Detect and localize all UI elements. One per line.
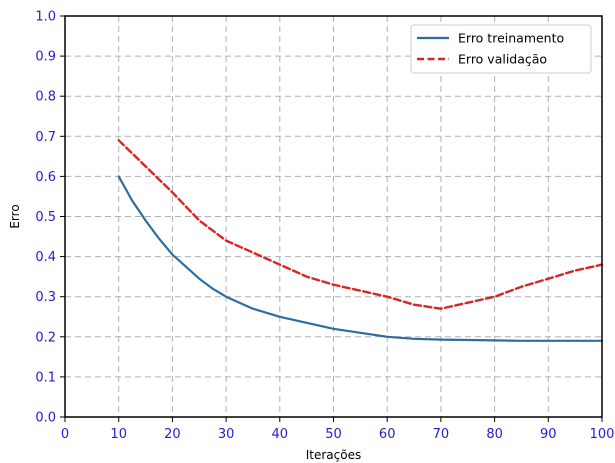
- y-tick-label: 0.2: [35, 330, 56, 345]
- y-tick-label: 1.0: [35, 10, 56, 25]
- x-tick-label: 50: [325, 427, 342, 442]
- x-tick-label: 80: [486, 427, 503, 442]
- x-tick-label: 30: [218, 427, 235, 442]
- legend: Erro treinamento Erro validação: [410, 24, 592, 74]
- y-tick-label: 0.1: [35, 370, 56, 385]
- x-axis-label: Iterações: [306, 448, 362, 462]
- legend-label-erro-treinamento: Erro treinamento: [458, 31, 564, 46]
- axis-ticks: [60, 15, 603, 422]
- x-tick-label: 100: [590, 427, 615, 442]
- y-tick-label: 0.3: [35, 290, 56, 305]
- series-line-erro-validacao: [117, 139, 604, 310]
- x-tick-label: 0: [61, 427, 69, 442]
- legend-label-erro-validacao: Erro validação: [458, 52, 547, 67]
- x-tick-label: 20: [164, 427, 181, 442]
- y-tick-label: 0.5: [35, 210, 56, 225]
- x-tick-label: 10: [110, 427, 127, 442]
- x-tick-label: 40: [272, 427, 289, 442]
- legend-box: [410, 24, 592, 74]
- y-axis-label: Erro: [8, 204, 22, 228]
- series-lines: [117, 139, 604, 342]
- x-tick-label: 60: [379, 427, 396, 442]
- y-tick-label: 0.6: [35, 170, 56, 185]
- axis-tick-labels: 0 10 20 30 40 50 60 70 80 90 100 0.0 0.1 0.2 0.3 0.4 0.5…: [35, 10, 614, 443]
- x-tick-label: 70: [433, 427, 450, 442]
- x-tick-label: 90: [540, 427, 557, 442]
- series-line-erro-treinamento: [117, 175, 604, 342]
- y-tick-label: 0.8: [35, 90, 56, 105]
- y-tick-label: 0.0: [35, 411, 56, 426]
- y-tick-label: 0.9: [35, 50, 56, 65]
- y-tick-label: 0.4: [35, 250, 56, 265]
- y-tick-label: 0.7: [35, 130, 56, 145]
- grid-lines: [65, 16, 602, 417]
